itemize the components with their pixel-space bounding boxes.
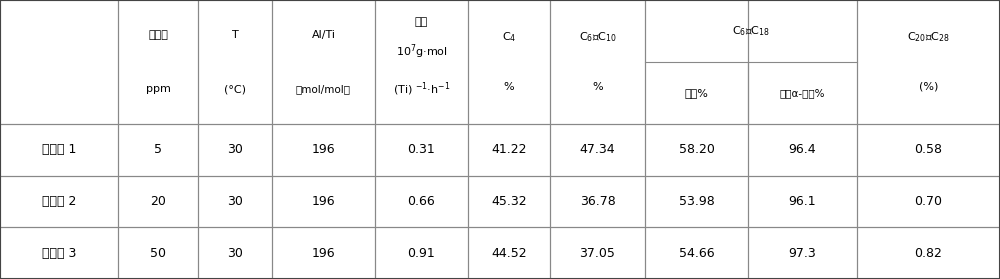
Text: 实施例 2: 实施例 2 <box>42 195 76 208</box>
Bar <box>272 227 375 279</box>
Text: 53.98: 53.98 <box>679 195 714 208</box>
Text: 45.32: 45.32 <box>491 195 527 208</box>
Text: 10$^7$g·mol: 10$^7$g·mol <box>396 43 447 61</box>
Text: 0.70: 0.70 <box>914 195 942 208</box>
Text: 41.22: 41.22 <box>491 143 527 157</box>
Text: 196: 196 <box>312 247 335 260</box>
Bar <box>118 176 198 227</box>
Bar <box>375 176 468 227</box>
Text: ppm: ppm <box>146 84 170 94</box>
Text: 5: 5 <box>154 143 162 157</box>
Bar <box>748 227 857 279</box>
Text: 实施例 3: 实施例 3 <box>42 247 76 260</box>
Bar <box>857 124 1000 176</box>
Text: 96.4: 96.4 <box>789 143 816 157</box>
Text: C$_6$～C$_{18}$: C$_6$～C$_{18}$ <box>732 24 770 38</box>
Text: 活性: 活性 <box>415 17 428 27</box>
Bar <box>748 124 857 176</box>
Text: %: % <box>504 82 514 92</box>
Text: C$_{20}$～C$_{28}$: C$_{20}$～C$_{28}$ <box>907 30 950 44</box>
Text: 线性α-烯烃%: 线性α-烯烃% <box>780 88 825 98</box>
Bar <box>857 0 1000 124</box>
Bar <box>468 0 550 124</box>
Text: 0.66: 0.66 <box>408 195 435 208</box>
Text: 0.82: 0.82 <box>915 247 942 260</box>
Bar <box>118 124 198 176</box>
Bar <box>272 176 375 227</box>
Text: 0.58: 0.58 <box>914 143 942 157</box>
Bar <box>645 0 748 124</box>
Bar <box>375 0 468 124</box>
Bar <box>198 124 272 176</box>
Bar <box>118 0 198 124</box>
Text: C$_6$～C$_{10}$: C$_6$～C$_{10}$ <box>579 30 616 44</box>
Bar <box>645 176 748 227</box>
Bar <box>645 124 748 176</box>
Text: 30: 30 <box>227 247 243 260</box>
Text: 含量%: 含量% <box>685 88 708 98</box>
Bar <box>468 124 550 176</box>
Bar <box>748 176 857 227</box>
Bar <box>0 227 118 279</box>
Bar <box>550 124 645 176</box>
Text: (%): (%) <box>919 82 938 92</box>
Text: C$_4$: C$_4$ <box>502 30 516 44</box>
Bar <box>857 176 1000 227</box>
Text: 0.31: 0.31 <box>408 143 435 157</box>
Text: 37.05: 37.05 <box>580 247 615 260</box>
Bar <box>857 227 1000 279</box>
Text: 20: 20 <box>150 195 166 208</box>
Text: %: % <box>592 82 603 92</box>
Bar <box>0 176 118 227</box>
Text: (°C): (°C) <box>224 84 246 94</box>
Bar <box>375 227 468 279</box>
Bar <box>0 124 118 176</box>
Text: 196: 196 <box>312 195 335 208</box>
Bar <box>0 0 118 124</box>
Bar <box>550 227 645 279</box>
Text: T: T <box>232 30 238 40</box>
Text: 30: 30 <box>227 143 243 157</box>
Text: 58.20: 58.20 <box>679 143 714 157</box>
Bar <box>645 227 748 279</box>
Text: 0.91: 0.91 <box>408 247 435 260</box>
Text: 47.34: 47.34 <box>580 143 615 157</box>
Bar <box>272 124 375 176</box>
Bar <box>118 227 198 279</box>
Bar <box>550 0 645 124</box>
Bar <box>375 124 468 176</box>
Bar <box>748 0 857 124</box>
Text: 实施例 1: 实施例 1 <box>42 143 76 157</box>
Text: 96.1: 96.1 <box>789 195 816 208</box>
Text: 97.3: 97.3 <box>789 247 816 260</box>
Text: 30: 30 <box>227 195 243 208</box>
Text: 水含量: 水含量 <box>148 30 168 40</box>
Bar <box>468 227 550 279</box>
Text: 50: 50 <box>150 247 166 260</box>
Bar <box>198 227 272 279</box>
Text: 54.66: 54.66 <box>679 247 714 260</box>
Text: 196: 196 <box>312 143 335 157</box>
Text: （mol/mol）: （mol/mol） <box>296 84 351 94</box>
Bar <box>198 0 272 124</box>
Bar <box>272 0 375 124</box>
Bar <box>468 176 550 227</box>
Text: 44.52: 44.52 <box>491 247 527 260</box>
Bar <box>198 176 272 227</box>
Text: Al/Ti: Al/Ti <box>312 30 336 40</box>
Bar <box>550 176 645 227</box>
Text: 36.78: 36.78 <box>580 195 615 208</box>
Text: (Ti) $^{-1}$·h$^{-1}$: (Ti) $^{-1}$·h$^{-1}$ <box>393 81 450 98</box>
